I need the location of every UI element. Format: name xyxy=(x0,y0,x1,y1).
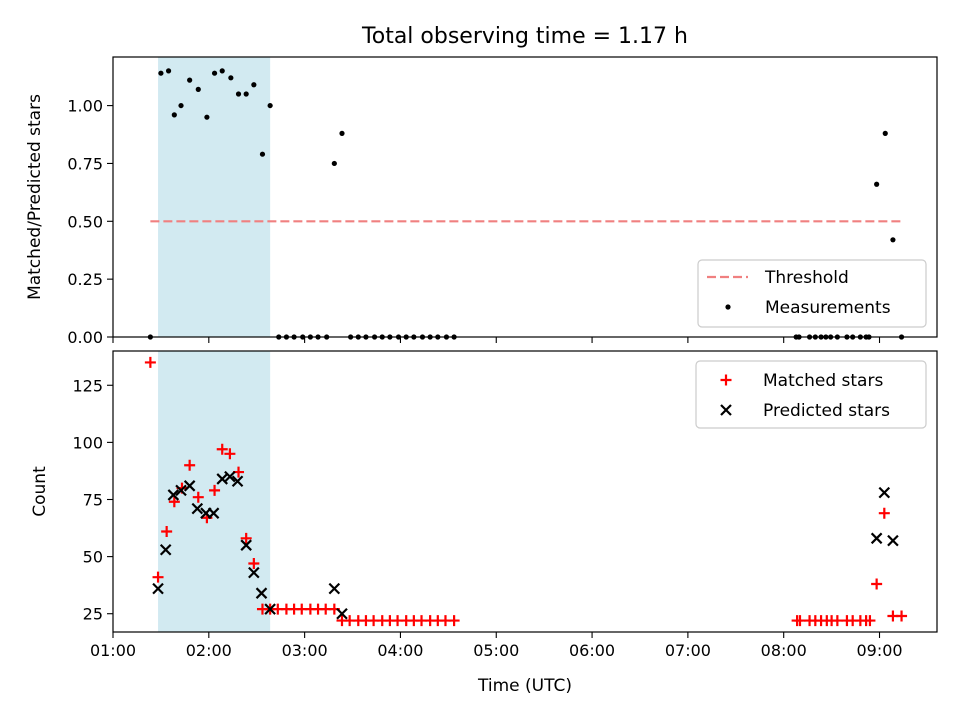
measurement-point xyxy=(178,102,184,109)
axes-frame xyxy=(112,350,938,633)
plus-marker xyxy=(192,491,204,503)
x-tick-label: 08:00 xyxy=(761,641,807,660)
measurement-point xyxy=(165,68,172,74)
y-tick-label: 0.75 xyxy=(67,154,103,173)
measurement-point xyxy=(882,130,888,136)
x-marker xyxy=(720,404,732,416)
x-marker xyxy=(175,484,187,497)
measurement-point xyxy=(874,181,880,187)
measurement-point xyxy=(228,75,234,81)
measurement-legend-swatch xyxy=(725,304,731,310)
plus-marker xyxy=(168,496,180,508)
y-tick-label: 0.25 xyxy=(67,270,103,289)
plus-marker xyxy=(144,356,156,368)
x-marker xyxy=(336,607,348,620)
x-marker xyxy=(878,486,891,499)
legend-bottom: Matched stars Predicted stars xyxy=(695,360,927,429)
measurement-point xyxy=(187,77,193,83)
y-tick-label: 0.50 xyxy=(67,212,103,231)
measurement-point xyxy=(158,70,164,76)
legend-top: Threshold Measurements xyxy=(697,259,927,328)
y-axis-label: Count xyxy=(30,466,50,517)
plus-marker xyxy=(864,615,876,627)
measurement-point xyxy=(331,160,337,167)
plus-marker xyxy=(240,532,252,544)
legend-box xyxy=(697,259,927,328)
legend-label-threshold: Threshold xyxy=(764,268,849,288)
measurement-point xyxy=(235,91,242,97)
measurement-point xyxy=(171,112,177,118)
plus-marker xyxy=(878,507,890,519)
x-tick-label: 06:00 xyxy=(569,641,615,660)
x-marker xyxy=(248,566,260,579)
x-marker xyxy=(152,582,164,595)
x-tick-label: 01:00 xyxy=(90,641,136,660)
plus-marker xyxy=(871,578,883,590)
x-marker xyxy=(328,582,341,595)
legend-label-predicted: Predicted stars xyxy=(763,401,890,421)
x-tick-label: 02:00 xyxy=(186,641,232,660)
legend-box xyxy=(695,360,927,429)
y-tick-label: 75 xyxy=(83,490,103,509)
x-tick-label: 05:00 xyxy=(473,641,519,660)
plus-marker xyxy=(161,525,173,537)
plus-marker xyxy=(448,615,460,627)
y-tick-label: 100 xyxy=(72,433,103,452)
x-marker xyxy=(183,480,196,492)
measurement-point xyxy=(204,114,210,120)
x-marker xyxy=(231,475,244,487)
measurement-point xyxy=(219,68,225,74)
legend-label-measurements: Measurements xyxy=(765,298,891,318)
measurement-point xyxy=(195,86,201,92)
plus-marker xyxy=(720,374,732,386)
measurement-point xyxy=(243,91,249,97)
measurement-point xyxy=(267,102,273,109)
plus-marker xyxy=(248,557,260,569)
measurement-point xyxy=(890,237,896,243)
y-tick-label: 1.00 xyxy=(67,97,103,116)
x-marker xyxy=(887,534,899,547)
series-first xyxy=(144,356,908,627)
legend-label-matched: Matched stars xyxy=(763,371,883,391)
y-axis-label: Matched/Predicted stars xyxy=(25,94,45,300)
plus-marker xyxy=(184,459,196,471)
x-marker xyxy=(159,543,172,556)
series-first xyxy=(147,68,905,340)
observing-window-band xyxy=(158,57,271,337)
x-tick-label: 07:00 xyxy=(665,641,711,660)
x-marker xyxy=(240,539,252,551)
y-tick-label: 25 xyxy=(83,605,103,624)
x-marker xyxy=(224,470,236,483)
y-tick-label: 50 xyxy=(83,548,103,567)
plus-marker xyxy=(216,443,228,455)
plus-marker xyxy=(794,615,806,627)
x-marker xyxy=(191,502,204,515)
plus-marker xyxy=(831,615,843,627)
measurement-point xyxy=(211,70,218,76)
x-axis-label: Time (UTC) xyxy=(477,676,572,696)
x-marker xyxy=(264,603,276,615)
bottom-plot: 01:00 02:00 03:00 04:00 05:00 06:00 07:00 08:00… xyxy=(30,350,938,660)
plus-marker xyxy=(209,484,221,496)
series-second xyxy=(152,470,899,620)
x-marker xyxy=(207,507,220,519)
chart-title: Total observing time = 1.17 h xyxy=(361,24,688,49)
axes-frame xyxy=(112,56,938,338)
measurement-point xyxy=(251,82,257,88)
measurement-point xyxy=(259,151,266,157)
x-marker xyxy=(870,532,883,545)
x-tick-label: 04:00 xyxy=(377,641,423,660)
x-tick-label: 03:00 xyxy=(282,641,328,660)
plus-marker xyxy=(896,610,908,622)
y-tick-label: 125 xyxy=(72,376,103,395)
plus-marker xyxy=(224,448,236,460)
top-plot: 0.00 0.25 0.50 0.75 1.00 Matched/Predicted st… xyxy=(25,56,938,347)
x-marker xyxy=(167,489,180,501)
y-tick-label: 0.00 xyxy=(67,328,103,347)
x-marker xyxy=(255,587,268,599)
measurement-point xyxy=(339,130,345,136)
plus-marker xyxy=(152,571,164,583)
x-tick-label: 09:00 xyxy=(856,641,902,660)
